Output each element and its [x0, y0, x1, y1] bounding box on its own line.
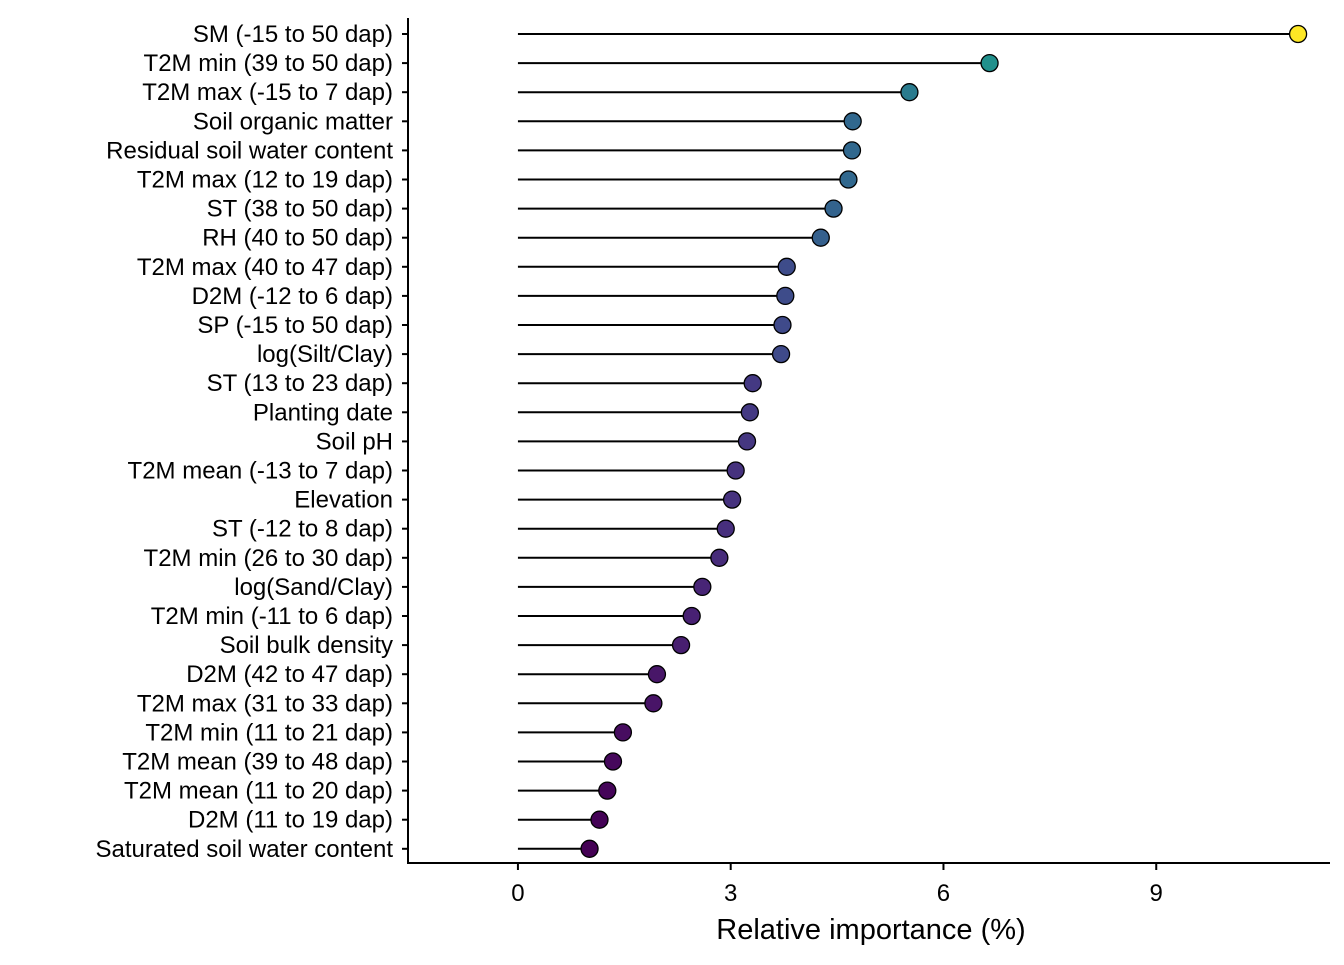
x-axis-tick-labels: 0 3 6 9: [511, 880, 1163, 907]
y-axis-tick-labels: SM (-15 to 50 dap)T2M min (39 to 50 dap)…: [95, 21, 393, 863]
data-point: [716, 519, 735, 538]
y-tick-label: ST (13 to 23 dap): [207, 370, 393, 397]
data-point: [839, 170, 858, 189]
data-point: [843, 112, 862, 131]
y-tick-label: log(Silt/Clay): [257, 341, 393, 368]
data-point: [842, 141, 862, 160]
data-point: [693, 577, 712, 597]
y-tick-label: T2M max (40 to 47 dap): [137, 254, 393, 281]
y-tick-label: RH (40 to 50 dap): [202, 225, 393, 252]
y-tick-label: SP (-15 to 50 dap): [197, 312, 393, 339]
data-point: [647, 665, 667, 684]
y-tick-label: T2M max (12 to 19 dap): [137, 167, 393, 194]
data-point: [613, 723, 633, 742]
data-point: [644, 694, 663, 713]
data-point: [777, 257, 796, 276]
data-point: [776, 286, 795, 306]
y-tick-label: T2M min (39 to 50 dap): [144, 50, 393, 77]
points-layer: [580, 24, 1308, 858]
stems-layer: [517, 33, 1299, 850]
y-tick-label: T2M max (31 to 33 dap): [137, 690, 393, 717]
data-point: [1288, 24, 1308, 44]
data-point: [811, 228, 830, 247]
y-tick-label: T2M mean (-13 to 7 dap): [128, 458, 393, 485]
data-point: [773, 315, 792, 335]
y-tick-label: SM (-15 to 50 dap): [193, 21, 393, 48]
x-axis-title: Relative importance (%): [716, 914, 1025, 946]
x-axis-ticks: [516, 863, 1158, 870]
data-point: [771, 344, 791, 364]
y-tick-label: T2M mean (39 to 48 dap): [122, 749, 393, 776]
y-tick-label: D2M (11 to 19 dap): [188, 807, 393, 834]
y-tick-label: Saturated soil water content: [95, 836, 393, 863]
y-tick-label: Planting date: [253, 399, 393, 426]
data-point: [671, 635, 691, 655]
y-tick-label: log(Sand/Clay): [234, 574, 393, 601]
x-tick-label: 6: [937, 880, 950, 907]
y-axis-ticks: [402, 33, 408, 850]
y-tick-label: ST (38 to 50 dap): [207, 196, 393, 223]
y-tick-label: T2M min (-11 to 6 dap): [151, 603, 393, 630]
y-tick-label: ST (-12 to 8 dap): [212, 516, 393, 543]
y-tick-label: Soil bulk density: [220, 632, 393, 659]
data-point: [980, 53, 999, 73]
y-tick-label: T2M max (-15 to 7 dap): [142, 79, 393, 106]
data-point: [743, 374, 762, 393]
y-tick-label: T2M mean (11 to 20 dap): [124, 778, 393, 805]
data-point: [740, 403, 759, 422]
x-tick-label: 0: [511, 880, 524, 907]
data-point: [824, 199, 843, 218]
data-point: [900, 83, 919, 102]
y-tick-label: Soil pH: [316, 428, 393, 455]
data-point: [722, 490, 742, 509]
data-point: [737, 432, 757, 451]
data-point: [682, 606, 701, 626]
y-tick-label: D2M (-12 to 6 dap): [192, 283, 393, 310]
data-point: [590, 810, 609, 829]
data-point: [603, 752, 623, 771]
x-tick-label: 3: [724, 880, 737, 907]
data-point: [726, 461, 745, 480]
x-tick-label: 9: [1150, 880, 1163, 907]
y-tick-label: T2M min (11 to 21 dap): [145, 719, 393, 746]
data-point: [580, 839, 599, 858]
y-tick-label: D2M (42 to 47 dap): [186, 661, 393, 688]
y-tick-label: Elevation: [294, 487, 393, 514]
data-point: [710, 548, 729, 567]
y-tick-label: T2M min (26 to 30 dap): [144, 545, 393, 572]
data-point: [598, 781, 617, 800]
y-tick-label: Soil organic matter: [193, 108, 393, 135]
y-tick-label: Residual soil water content: [106, 137, 393, 164]
